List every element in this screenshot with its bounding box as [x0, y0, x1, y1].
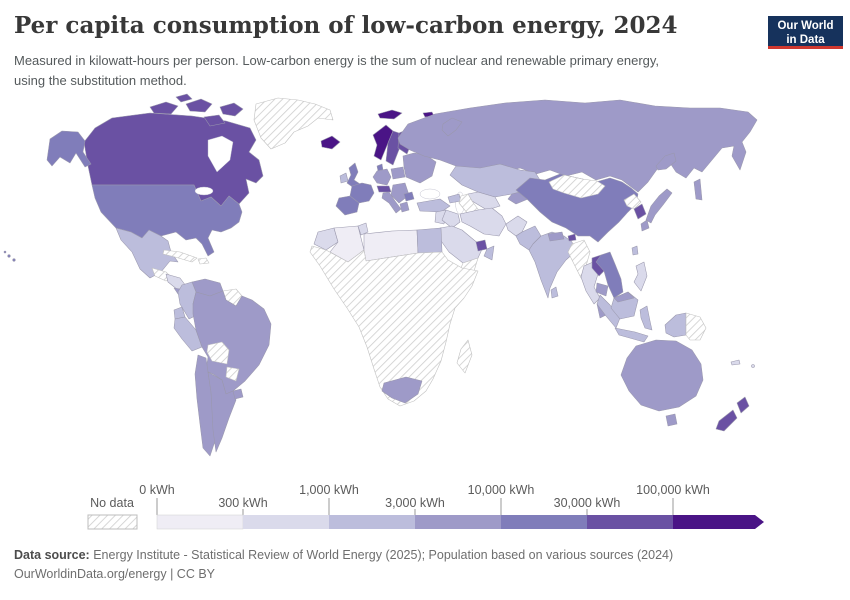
legend-tick-label: 0 kWh — [139, 483, 175, 497]
country-uruguay[interactable] — [232, 388, 244, 400]
country-japan[interactable] — [640, 152, 677, 232]
footer-datasource-label: Data source: — [14, 548, 90, 562]
country-egypt[interactable] — [416, 227, 443, 254]
australia-tasmania[interactable] — [665, 413, 678, 427]
country-spain-portugal[interactable] — [335, 195, 360, 216]
owid-logo-line2: in Data — [786, 33, 825, 46]
chart-subtitle: Measured in kilowatt-hours per person. L… — [14, 53, 660, 88]
region-sub-saharan-africa[interactable] — [309, 245, 479, 407]
legend-color-bar[interactable] — [0, 495, 850, 537]
hudson-bay — [207, 135, 234, 173]
country-cuba[interactable] — [162, 249, 198, 263]
country-nepal[interactable] — [547, 231, 565, 242]
footer-datasource: Data source: Energy Institute - Statisti… — [14, 548, 673, 562]
country-greece[interactable] — [399, 201, 410, 213]
fiji-islands[interactable] — [751, 364, 755, 368]
country-south-africa[interactable] — [381, 376, 423, 404]
country-mexico[interactable] — [115, 227, 179, 279]
hawaii-islands[interactable] — [7, 254, 11, 258]
indonesia-sulawesi[interactable] — [639, 305, 653, 331]
legend-bin-swatch-arrow[interactable] — [673, 515, 764, 529]
country-india[interactable] — [528, 231, 576, 299]
legend-no-data-swatch[interactable] — [87, 514, 138, 530]
country-sri-lanka[interactable] — [550, 286, 559, 299]
legend-bin-swatch[interactable] — [329, 515, 415, 529]
country-bhutan[interactable] — [567, 233, 577, 242]
country-cambodia[interactable] — [595, 282, 609, 297]
country-brazil[interactable] — [192, 290, 272, 395]
legend-bin-swatch[interactable] — [243, 515, 329, 529]
sakhalin-island[interactable] — [693, 178, 703, 201]
country-taiwan[interactable] — [631, 245, 639, 256]
legend-tick-label: 100,000 kWh — [636, 483, 710, 497]
black-sea — [419, 188, 441, 200]
canada-arctic-islands[interactable] — [149, 93, 244, 127]
great-lakes — [194, 186, 214, 196]
hawaii-islands[interactable] — [12, 258, 16, 262]
country-iran[interactable] — [459, 207, 507, 237]
country-paraguay[interactable] — [225, 366, 240, 382]
country-argentina[interactable] — [207, 371, 237, 453]
legend-tick-label: 3,000 kWh — [385, 496, 445, 510]
country-chile[interactable] — [194, 354, 216, 457]
country-usa-alaska[interactable] — [46, 130, 92, 168]
country-morocco[interactable] — [313, 227, 339, 251]
owid-logo-line1: Our World — [777, 20, 834, 32]
country-south-korea[interactable] — [633, 203, 647, 220]
country-philippines[interactable] — [633, 261, 648, 292]
legend-bin-swatch[interactable] — [415, 515, 501, 529]
country-bolivia[interactable] — [206, 341, 230, 365]
country-papua-new-guinea[interactable] — [685, 312, 707, 341]
country-ireland[interactable] — [339, 172, 349, 184]
country-north-korea[interactable] — [623, 193, 642, 210]
legend-bin-swatch[interactable] — [501, 515, 587, 529]
hawaii-islands[interactable] — [3, 250, 7, 254]
footer-attribution[interactable]: OurWorldinData.org/energy | CC BY — [14, 567, 216, 581]
country-saudi-arabia[interactable] — [438, 225, 484, 264]
country-new-zealand[interactable] — [715, 396, 750, 432]
novaya-zemlya[interactable] — [441, 117, 463, 137]
country-turkey[interactable] — [416, 198, 451, 213]
country-norway[interactable] — [372, 124, 394, 161]
legend-tick-label: 30,000 kWh — [553, 496, 621, 510]
legend-tick-label: 1,000 kWh — [299, 483, 359, 497]
country-italy[interactable] — [381, 191, 402, 214]
country-madagascar[interactable] — [456, 339, 473, 374]
country-peru[interactable] — [173, 316, 203, 352]
country-vietnam[interactable] — [595, 251, 624, 299]
legend-no-data-label: No data — [90, 496, 134, 510]
new-caledonia[interactable] — [730, 359, 741, 366]
country-germany-central-europe[interactable] — [372, 168, 392, 186]
country-uae-qatar[interactable] — [475, 239, 488, 252]
legend-bin-swatch[interactable] — [156, 514, 244, 530]
indonesia-west-papua[interactable] — [664, 312, 687, 338]
country-oman[interactable] — [483, 245, 495, 261]
country-poland[interactable] — [390, 166, 406, 180]
country-hispaniola[interactable] — [197, 257, 210, 265]
country-bulgaria[interactable] — [403, 191, 415, 202]
country-iraq[interactable] — [441, 209, 461, 229]
country-greenland[interactable] — [253, 97, 334, 150]
indonesia-java[interactable] — [614, 327, 649, 343]
country-mongolia[interactable] — [548, 174, 606, 199]
country-tunisia[interactable] — [357, 222, 369, 236]
country-australia[interactable] — [620, 339, 704, 412]
malaysia-borneo[interactable] — [613, 291, 635, 303]
footer-datasource-text: Energy Institute - Statistical Review of… — [93, 548, 674, 562]
legend-tick-label: 10,000 kWh — [467, 483, 535, 497]
country-switzerland-austria[interactable] — [376, 185, 392, 193]
legend-bin-swatch[interactable] — [587, 515, 673, 529]
legend-tick-label: 300 kWh — [218, 496, 268, 510]
owid-logo[interactable]: Our World in Data — [768, 16, 843, 49]
country-balkans[interactable] — [390, 182, 410, 204]
country-iceland[interactable] — [320, 135, 341, 150]
page-title: Per capita consumption of low-carbon ene… — [14, 12, 678, 39]
